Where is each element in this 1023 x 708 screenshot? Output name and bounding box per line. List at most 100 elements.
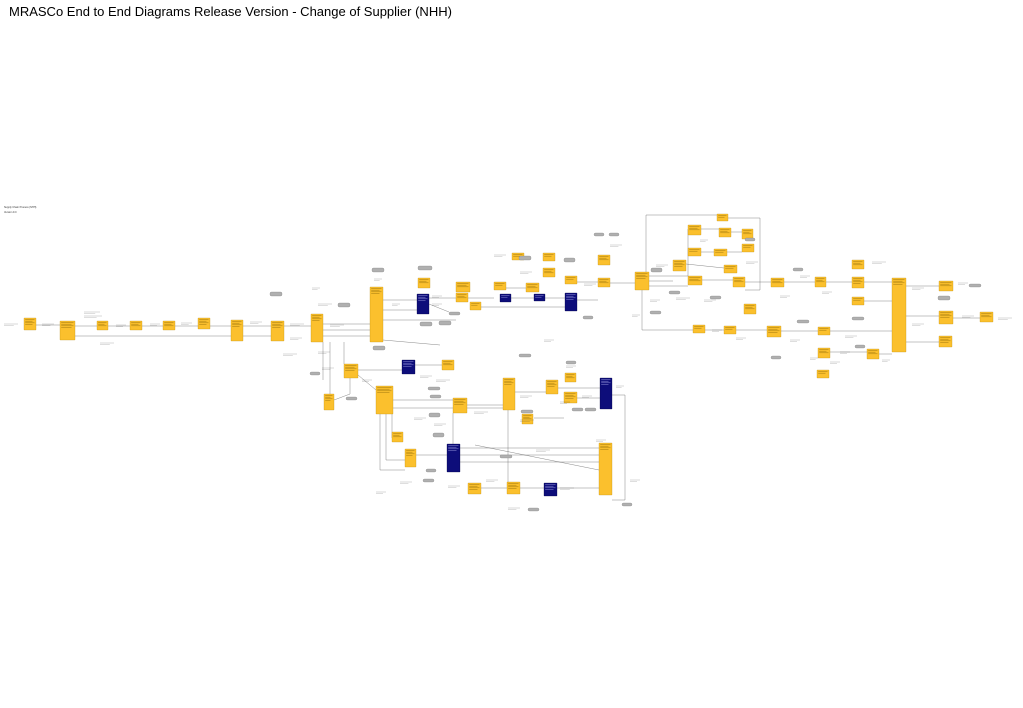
process-box [375, 385, 394, 415]
data-flow-tag [419, 321, 433, 327]
data-flow-tag [520, 409, 534, 414]
data-flow-tag [345, 396, 358, 401]
process-box [441, 359, 455, 371]
data-flow-tag [582, 315, 594, 320]
process-box [270, 320, 285, 342]
annotation-layer [4, 239, 1012, 510]
data-flow-tag [770, 355, 782, 360]
process-box [741, 243, 755, 253]
data-flow-tag [428, 412, 441, 418]
process-box [563, 391, 578, 404]
data-flow-tag [668, 290, 681, 295]
process-box [770, 277, 785, 288]
process-box [732, 276, 746, 288]
process-box [542, 267, 556, 278]
data-flow-tag [269, 291, 283, 297]
process-box [766, 325, 782, 338]
data-flow-tag [851, 316, 865, 321]
process-box [723, 325, 737, 335]
data-flow-tag [650, 267, 663, 273]
process-box [59, 320, 76, 341]
data-flow-tag [649, 310, 662, 315]
process-box [391, 431, 404, 443]
data-flow-tag [563, 257, 576, 263]
process-box [713, 248, 728, 257]
process-box [545, 379, 559, 395]
process-box [816, 369, 830, 379]
process-box [542, 252, 556, 262]
process-box [96, 320, 109, 331]
data-flow-tag [792, 267, 804, 272]
system-box [401, 359, 416, 375]
node-layer [23, 213, 994, 512]
process-box [938, 280, 954, 292]
data-flow-tag [337, 302, 351, 308]
connector-line [641, 290, 693, 331]
process-box [343, 363, 359, 379]
process-box [743, 303, 757, 315]
process-box [502, 377, 516, 411]
data-flow-tag [937, 295, 951, 301]
connector-line [428, 303, 450, 313]
process-box [687, 247, 702, 257]
process-box [672, 259, 687, 272]
data-flow-tag [309, 371, 321, 376]
process-box [369, 286, 384, 343]
process-box [310, 313, 324, 343]
data-flow-tag [372, 345, 386, 351]
data-flow-tag [499, 454, 513, 459]
legend-version-line: Version 9.0 [4, 211, 17, 214]
process-box [979, 311, 994, 323]
page-title: MRASCo End to End Diagrams Release Versi… [9, 4, 452, 19]
connector-line [474, 444, 600, 471]
data-flow-tag [429, 394, 442, 399]
process-box [230, 319, 244, 342]
data-flow-tag [854, 344, 866, 349]
legend-process-line: Supply Chain Process (NHH) [4, 206, 37, 209]
process-box [404, 448, 417, 468]
system-box [599, 377, 613, 410]
process-box [455, 281, 471, 293]
process-box [452, 397, 468, 414]
connector-line [728, 217, 761, 291]
connector-line [357, 374, 377, 391]
process-box [866, 348, 880, 360]
data-flow-tag [427, 386, 441, 391]
process-box [634, 271, 650, 291]
process-box [851, 296, 865, 306]
data-flow-tag [621, 502, 633, 507]
process-box [417, 277, 431, 289]
data-flow-tag [593, 232, 605, 237]
process-box [564, 275, 578, 285]
data-flow-tag [565, 360, 577, 365]
process-box [129, 320, 143, 331]
system-box [533, 293, 546, 302]
system-box [416, 293, 430, 315]
process-box [687, 224, 702, 236]
data-flow-tag [432, 432, 445, 438]
process-box [162, 320, 176, 331]
process-box [598, 442, 613, 496]
process-box [493, 281, 507, 291]
process-box [814, 276, 827, 288]
data-flow-tag [518, 255, 532, 261]
data-flow-tag [417, 265, 433, 271]
process-box [469, 301, 482, 311]
data-flow-tag [518, 353, 532, 358]
data-flow-tag [422, 478, 435, 483]
process-box [564, 372, 577, 383]
process-box [467, 482, 482, 495]
process-box [692, 324, 706, 334]
process-box [597, 277, 611, 288]
connector-line [685, 263, 725, 269]
data-flow-tag [527, 507, 540, 512]
process-box [938, 335, 953, 348]
process-box [851, 276, 865, 289]
process-box [687, 275, 703, 286]
data-flow-tag [425, 468, 437, 473]
connector-line [379, 414, 405, 471]
process-box [723, 264, 738, 274]
data-flow-tag [968, 283, 982, 288]
process-box [506, 481, 521, 495]
data-flow-tag [584, 407, 597, 412]
